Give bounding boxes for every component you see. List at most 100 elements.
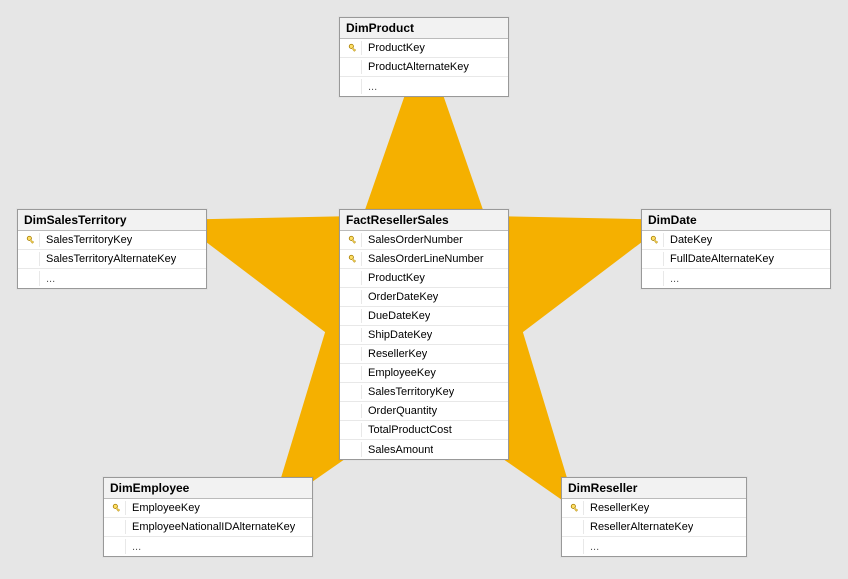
primary-key-icon [112, 503, 122, 513]
column-row[interactable]: ProductAlternateKey [340, 58, 508, 77]
column-name: ResellerAlternateKey [590, 521, 693, 533]
column-row[interactable]: SalesOrderLineNumber [340, 250, 508, 269]
key-cell [344, 366, 362, 380]
column-name: ... [368, 81, 377, 93]
column-row[interactable]: SalesOrderNumber [340, 231, 508, 250]
key-cell [344, 423, 362, 437]
column-name: ProductAlternateKey [368, 61, 469, 73]
column-name: SalesTerritoryKey [46, 234, 132, 246]
primary-key-icon [650, 235, 660, 245]
key-cell [566, 539, 584, 554]
column-row[interactable]: DueDateKey [340, 307, 508, 326]
key-cell [344, 385, 362, 399]
column-name: OrderQuantity [368, 405, 437, 417]
primary-key-icon [348, 43, 358, 53]
column-row[interactable]: ResellerKey [562, 499, 746, 518]
table-title: FactResellerSales [340, 210, 508, 231]
column-name: DateKey [670, 234, 712, 246]
column-name: ... [590, 541, 599, 553]
key-cell [344, 404, 362, 418]
column-name: DueDateKey [368, 310, 430, 322]
table-rows: DateKey FullDateAlternateKey... [642, 231, 830, 288]
table-title: DimEmployee [104, 478, 312, 499]
key-cell [344, 328, 362, 342]
column-row[interactable]: ... [340, 77, 508, 96]
column-row[interactable]: ResellerKey [340, 345, 508, 364]
primary-key-icon [348, 235, 358, 245]
column-row[interactable]: FullDateAlternateKey [642, 250, 830, 269]
key-cell [566, 501, 584, 515]
column-name: EmployeeKey [132, 502, 200, 514]
column-name: SalesAmount [368, 444, 433, 456]
column-row[interactable]: SalesTerritoryKey [18, 231, 206, 250]
key-cell [344, 79, 362, 94]
column-name: ProductKey [368, 272, 425, 284]
column-row[interactable]: SalesTerritoryKey [340, 383, 508, 402]
column-name: SalesOrderLineNumber [368, 253, 484, 265]
column-name: EmployeeNationalIDAlternateKey [132, 521, 295, 533]
column-row[interactable]: ... [642, 269, 830, 288]
column-row[interactable]: OrderQuantity [340, 402, 508, 421]
column-row[interactable]: EmployeeNationalIDAlternateKey [104, 518, 312, 537]
table-dimsalesTerritory[interactable]: DimSalesTerritorySalesTerritoryKeySalesT… [17, 209, 207, 289]
table-factresellersales[interactable]: FactResellerSalesSalesOrderNumberSalesOr… [339, 209, 509, 460]
column-row[interactable]: SalesTerritoryAlternateKey [18, 250, 206, 269]
column-row[interactable]: ProductKey [340, 269, 508, 288]
key-cell [344, 41, 362, 55]
key-cell [344, 347, 362, 361]
primary-key-icon [348, 254, 358, 264]
column-row[interactable]: ... [104, 537, 312, 556]
column-row[interactable]: OrderDateKey [340, 288, 508, 307]
table-rows: SalesTerritoryKey SalesTerritoryAlternate… [18, 231, 206, 288]
column-name: SalesTerritoryAlternateKey [46, 253, 176, 265]
column-name: ... [46, 273, 55, 285]
key-cell [344, 60, 362, 74]
column-name: FullDateAlternateKey [670, 253, 774, 265]
column-row[interactable]: EmployeeKey [340, 364, 508, 383]
primary-key-icon [570, 503, 580, 513]
column-name: SalesTerritoryKey [368, 386, 454, 398]
diagram-canvas: DimProduct ProductKey ProductAlternateKey.… [0, 0, 848, 579]
key-cell [108, 520, 126, 534]
column-row[interactable]: EmployeeKey [104, 499, 312, 518]
key-cell [344, 271, 362, 285]
column-row[interactable]: DateKey [642, 231, 830, 250]
table-title: DimProduct [340, 18, 508, 39]
key-cell [22, 233, 40, 247]
table-rows: EmployeeKey EmployeeNationalIDAlternateKe… [104, 499, 312, 556]
key-cell [344, 252, 362, 266]
column-row[interactable]: TotalProductCost [340, 421, 508, 440]
key-cell [646, 252, 664, 266]
column-name: SalesOrderNumber [368, 234, 463, 246]
column-name: ProductKey [368, 42, 425, 54]
column-row[interactable]: ... [562, 537, 746, 556]
key-cell [22, 252, 40, 266]
key-cell [566, 520, 584, 534]
column-name: ResellerKey [368, 348, 427, 360]
table-dimreseller[interactable]: DimResellerResellerKey ResellerAlternateK… [561, 477, 747, 557]
column-name: ... [670, 273, 679, 285]
column-row[interactable]: ... [18, 269, 206, 288]
key-cell [22, 271, 40, 286]
key-cell [646, 271, 664, 286]
table-title: DimReseller [562, 478, 746, 499]
table-title: DimDate [642, 210, 830, 231]
column-row[interactable]: SalesAmount [340, 440, 508, 459]
table-dimproduct[interactable]: DimProduct ProductKey ProductAlternateKey.… [339, 17, 509, 97]
column-name: ShipDateKey [368, 329, 432, 341]
column-name: EmployeeKey [368, 367, 436, 379]
key-cell [344, 290, 362, 304]
column-row[interactable]: ResellerAlternateKey [562, 518, 746, 537]
column-name: OrderDateKey [368, 291, 438, 303]
column-row[interactable]: ProductKey [340, 39, 508, 58]
key-cell [344, 233, 362, 247]
table-rows: SalesOrderNumber SalesOrderLineNumber Prod… [340, 231, 508, 459]
table-dimdate[interactable]: DimDate DateKey FullDateAlternateKey... [641, 209, 831, 289]
table-dimemployee[interactable]: DimEmployee EmployeeKey EmployeeNationalID… [103, 477, 313, 557]
table-title: DimSalesTerritory [18, 210, 206, 231]
key-cell [646, 233, 664, 247]
key-cell [108, 539, 126, 554]
column-row[interactable]: ShipDateKey [340, 326, 508, 345]
column-name: TotalProductCost [368, 424, 452, 436]
column-name: ... [132, 541, 141, 553]
